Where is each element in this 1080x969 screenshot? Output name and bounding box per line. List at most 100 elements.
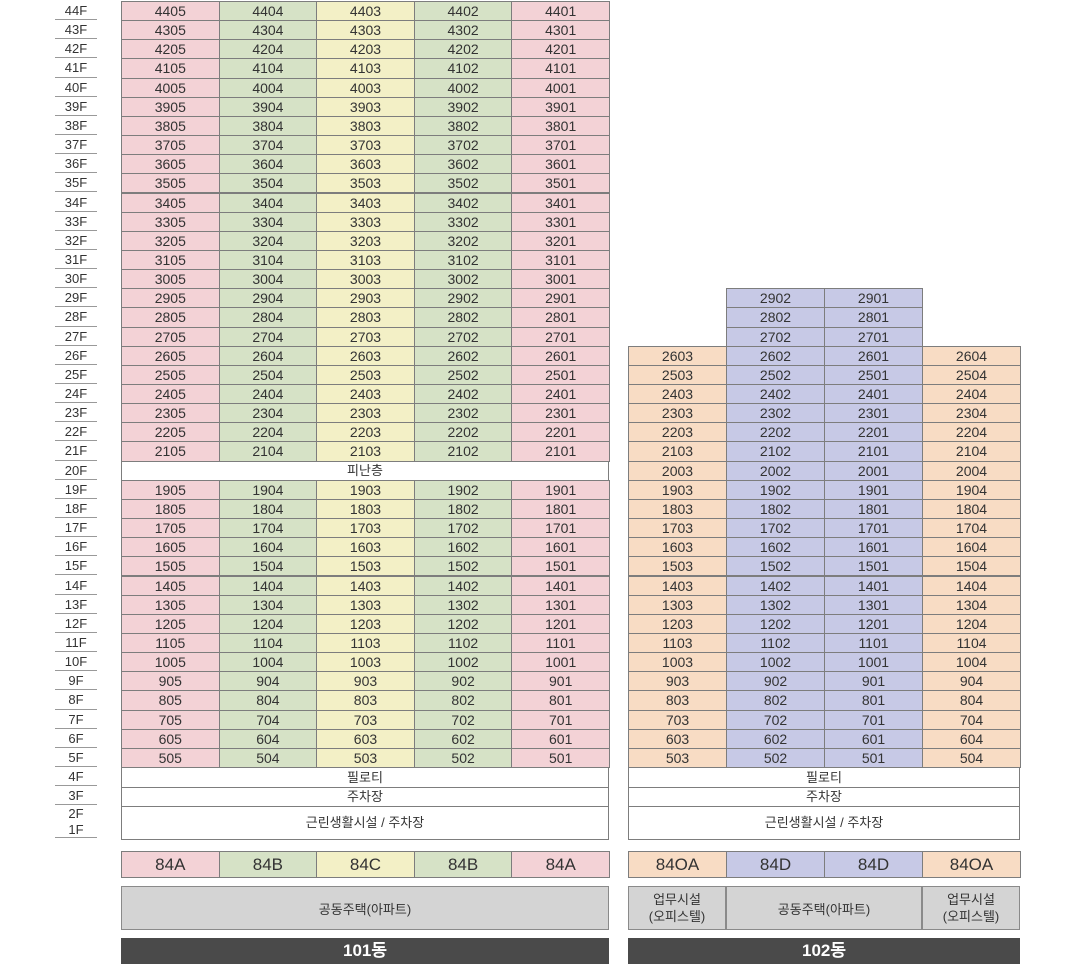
unit-cell: 4205 — [121, 39, 220, 60]
unit-cell: 4101 — [511, 58, 610, 79]
unit-cell: 3702 — [413, 135, 513, 156]
unit-cell: 2504 — [922, 364, 1021, 385]
unit-cell: 804 — [922, 690, 1021, 711]
unit-cell: 4104 — [218, 58, 318, 79]
unit-cell: 3402 — [413, 192, 513, 213]
unit-cell: 3505 — [121, 173, 220, 194]
unit-cell: 2204 — [218, 422, 318, 443]
unit-cell: 2501 — [824, 364, 923, 385]
unit-cell: 501 — [511, 747, 610, 768]
retail-parking-band: 근린생활시설 / 주차장 — [628, 806, 1020, 841]
unit-cell: 1202 — [413, 613, 513, 634]
unit-cell: 3905 — [121, 96, 220, 117]
unit-cell: 1803 — [316, 498, 415, 520]
unit-cell: 1502 — [726, 556, 825, 577]
unit-cell: 4404 — [218, 1, 318, 22]
unit-cell: 3503 — [316, 173, 415, 194]
unit-cell: 1403 — [316, 575, 415, 596]
unit-cell: 2704 — [218, 326, 318, 347]
unit-cell: 1102 — [726, 632, 825, 654]
unit-cell: 3704 — [218, 135, 318, 156]
unit-cell: 2804 — [218, 307, 318, 328]
unit-cell: 805 — [121, 690, 220, 711]
use-box-officetel-left: 업무시설 (오피스텔) — [628, 886, 726, 930]
unit-cell: 1702 — [413, 518, 513, 539]
floor-label: 44F — [55, 1, 97, 21]
unit-cell: 2604 — [218, 345, 318, 366]
unit-cell: 1602 — [726, 537, 825, 558]
unit-cell: 1203 — [316, 613, 415, 634]
unit-cell: 1902 — [413, 479, 513, 500]
unit-cell: 604 — [218, 728, 318, 749]
unit-cell: 1901 — [824, 479, 923, 500]
unit-cell: 502 — [413, 747, 513, 768]
unit-cell: 4301 — [511, 20, 610, 41]
unit-cell: 1504 — [922, 556, 1021, 577]
unit-cell: 905 — [121, 671, 220, 692]
unit-cell: 2603 — [628, 345, 727, 366]
floor-label: 27F — [55, 327, 97, 346]
unit-cell: 1505 — [121, 556, 220, 577]
unit-cell: 2202 — [726, 422, 825, 443]
unit-cell: 2801 — [511, 307, 610, 328]
unit-cell: 1203 — [628, 613, 727, 634]
unit-cell: 3805 — [121, 115, 220, 137]
unit-cell: 504 — [218, 747, 318, 768]
floor-label: 9F — [55, 671, 97, 691]
unit-cell: 2301 — [824, 403, 923, 424]
floor-label: 8F — [55, 690, 97, 710]
unit-cell: 1702 — [726, 518, 825, 539]
unit-cell: 503 — [628, 747, 727, 768]
unit-cell: 3403 — [316, 192, 415, 213]
unit-cell: 1503 — [628, 556, 727, 577]
unit-cell: 4004 — [218, 77, 318, 98]
unit-cell: 802 — [726, 690, 825, 711]
unit-cell: 2902 — [413, 288, 513, 309]
unit-cell: 1404 — [922, 575, 1021, 596]
unit-cell: 1904 — [922, 479, 1021, 500]
unit-cell: 1102 — [413, 632, 513, 654]
unit-cell: 1305 — [121, 594, 220, 615]
unit-cell: 2803 — [316, 307, 415, 328]
unit-cell: 3303 — [316, 211, 415, 232]
unit-cell: 2104 — [218, 441, 318, 462]
unit-cell: 1902 — [726, 479, 825, 500]
unit-cell: 2602 — [726, 345, 825, 366]
floor-label: 18F — [55, 499, 97, 519]
unit-cell: 2404 — [922, 384, 1021, 405]
unit-cell: 1001 — [824, 652, 923, 673]
unit-type-label: 84D — [726, 851, 825, 878]
parking-band: 주차장 — [628, 787, 1020, 808]
unit-cell: 4304 — [218, 20, 318, 41]
unit-cell: 2605 — [121, 345, 220, 366]
unit-cell: 1405 — [121, 575, 220, 596]
unit-cell: 802 — [413, 690, 513, 711]
unit-cell: 2901 — [824, 288, 923, 309]
floor-label: 6F — [55, 729, 97, 748]
unit-cell: 2902 — [726, 288, 825, 309]
unit-cell: 2505 — [121, 364, 220, 385]
unit-cell: 1804 — [218, 498, 318, 520]
unit-cell: 902 — [413, 671, 513, 692]
unit-cell: 2305 — [121, 403, 220, 424]
unit-cell: 3202 — [413, 230, 513, 251]
unit-cell: 903 — [628, 671, 727, 692]
unit-cell: 2905 — [121, 288, 220, 309]
unit-cell: 1904 — [218, 479, 318, 500]
unit-cell: 2002 — [726, 460, 825, 481]
floor-label: 42F — [55, 39, 97, 59]
floor-label: 11F — [55, 633, 97, 653]
unit-cell: 4102 — [413, 58, 513, 79]
unit-cell: 705 — [121, 709, 220, 730]
unit-cell: 2302 — [413, 403, 513, 424]
building-name-102: 102동 — [628, 938, 1020, 964]
unit-cell: 1205 — [121, 613, 220, 634]
unit-cell: 3205 — [121, 230, 220, 251]
unit-cell: 4405 — [121, 1, 220, 22]
unit-cell: 1503 — [316, 556, 415, 577]
unit-cell: 4105 — [121, 58, 220, 79]
unit-cell: 903 — [316, 671, 415, 692]
parking-band: 주차장 — [121, 787, 609, 808]
unit-cell: 2304 — [922, 403, 1021, 424]
unit-cell: 3902 — [413, 96, 513, 117]
